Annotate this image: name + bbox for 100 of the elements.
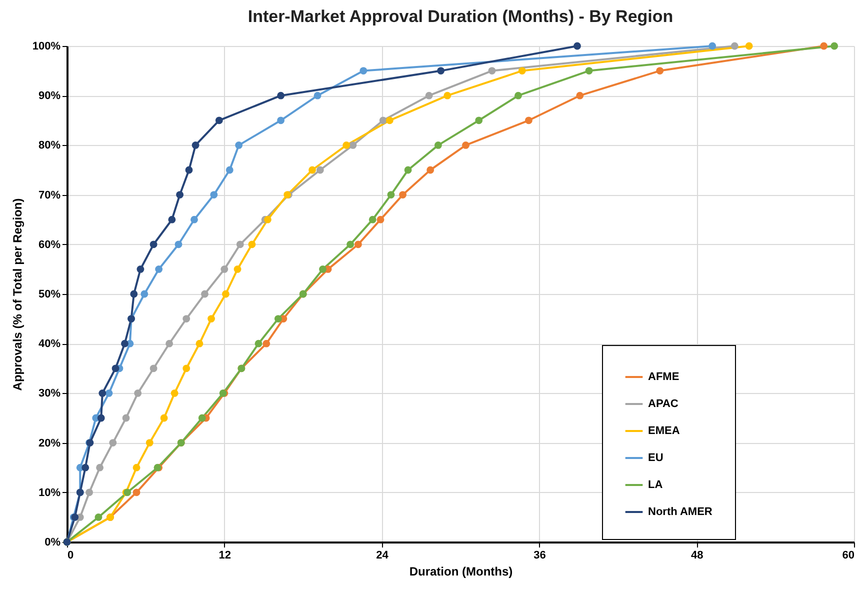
point <box>132 464 140 472</box>
point <box>346 240 354 248</box>
point <box>190 216 198 224</box>
chart-title: Inter-Market Approval Duration (Months) - By Region <box>248 7 674 26</box>
point <box>98 390 106 397</box>
point <box>368 216 376 224</box>
point <box>274 315 282 322</box>
point <box>308 166 316 174</box>
y-tick-label: 100% <box>32 40 61 52</box>
point <box>254 340 262 348</box>
legend-label: AFME <box>648 371 680 383</box>
point <box>236 240 244 248</box>
point <box>656 67 664 74</box>
point <box>174 240 182 248</box>
point <box>475 116 483 124</box>
legend-label: EMEA <box>648 425 680 437</box>
x-tick-label: 60 <box>842 550 854 562</box>
point <box>248 240 256 248</box>
x-axis-title: Duration (Months) <box>409 564 513 578</box>
point <box>97 414 105 422</box>
point <box>160 414 168 422</box>
point <box>277 92 285 100</box>
point <box>182 315 190 322</box>
point <box>277 116 285 124</box>
y-tick-label: 70% <box>38 189 61 202</box>
point <box>170 390 178 397</box>
point <box>121 340 128 348</box>
point <box>130 290 138 298</box>
y-tick-label: 20% <box>38 437 61 450</box>
point <box>155 266 163 273</box>
point <box>132 488 140 496</box>
x-tick-label: 0 <box>68 550 74 562</box>
point <box>198 414 206 422</box>
point <box>434 142 442 149</box>
point <box>215 116 223 124</box>
point <box>730 42 738 50</box>
point <box>342 142 350 149</box>
y-tick-label: 50% <box>38 288 61 300</box>
point <box>136 266 144 273</box>
legend-label: LA <box>648 479 663 491</box>
point <box>425 92 433 100</box>
point <box>376 216 384 224</box>
point <box>86 488 94 496</box>
point <box>235 142 243 149</box>
x-tick-label: 24 <box>376 550 390 562</box>
point <box>166 340 174 348</box>
point <box>201 290 208 298</box>
point <box>208 315 215 322</box>
point <box>518 67 526 74</box>
point <box>354 240 362 248</box>
point <box>514 92 522 100</box>
point <box>437 67 445 74</box>
point <box>234 266 242 273</box>
point <box>122 414 130 422</box>
y-axis-title: Approvals (% of Total per Region) <box>10 198 24 391</box>
point <box>220 266 228 273</box>
x-tick-label: 48 <box>690 550 704 562</box>
point <box>140 290 148 298</box>
point <box>708 42 716 50</box>
point <box>150 364 158 372</box>
point <box>488 67 496 74</box>
legend-label: EU <box>648 452 664 464</box>
point <box>192 142 200 149</box>
point <box>745 42 753 50</box>
point <box>226 166 234 174</box>
point <box>462 142 470 149</box>
point <box>820 42 828 50</box>
point <box>314 92 322 100</box>
y-tick-label: 40% <box>38 338 61 350</box>
y-tick-label: 60% <box>38 238 61 251</box>
y-tick-label: 80% <box>38 140 61 152</box>
point <box>386 116 394 124</box>
y-tick-label: 10% <box>38 486 61 499</box>
point <box>96 464 104 472</box>
point <box>399 191 406 198</box>
point <box>150 240 158 248</box>
point <box>109 439 117 446</box>
point <box>525 116 532 124</box>
point <box>210 191 218 198</box>
point <box>146 439 154 446</box>
point <box>134 390 142 397</box>
point <box>182 364 190 372</box>
point <box>262 340 270 348</box>
legend-label: North AMER <box>648 506 712 518</box>
point <box>426 166 434 174</box>
x-tick-label: 12 <box>218 550 232 562</box>
point <box>196 340 204 348</box>
point <box>319 266 326 273</box>
y-tick-label: 30% <box>38 388 61 400</box>
point <box>576 92 584 100</box>
point <box>387 191 395 198</box>
point <box>830 42 838 50</box>
point <box>379 116 387 124</box>
point <box>222 290 230 298</box>
point <box>360 67 368 74</box>
y-tick-label: 0% <box>44 536 61 548</box>
point <box>264 216 272 224</box>
point <box>168 216 176 224</box>
point <box>176 191 184 198</box>
point <box>404 166 412 174</box>
